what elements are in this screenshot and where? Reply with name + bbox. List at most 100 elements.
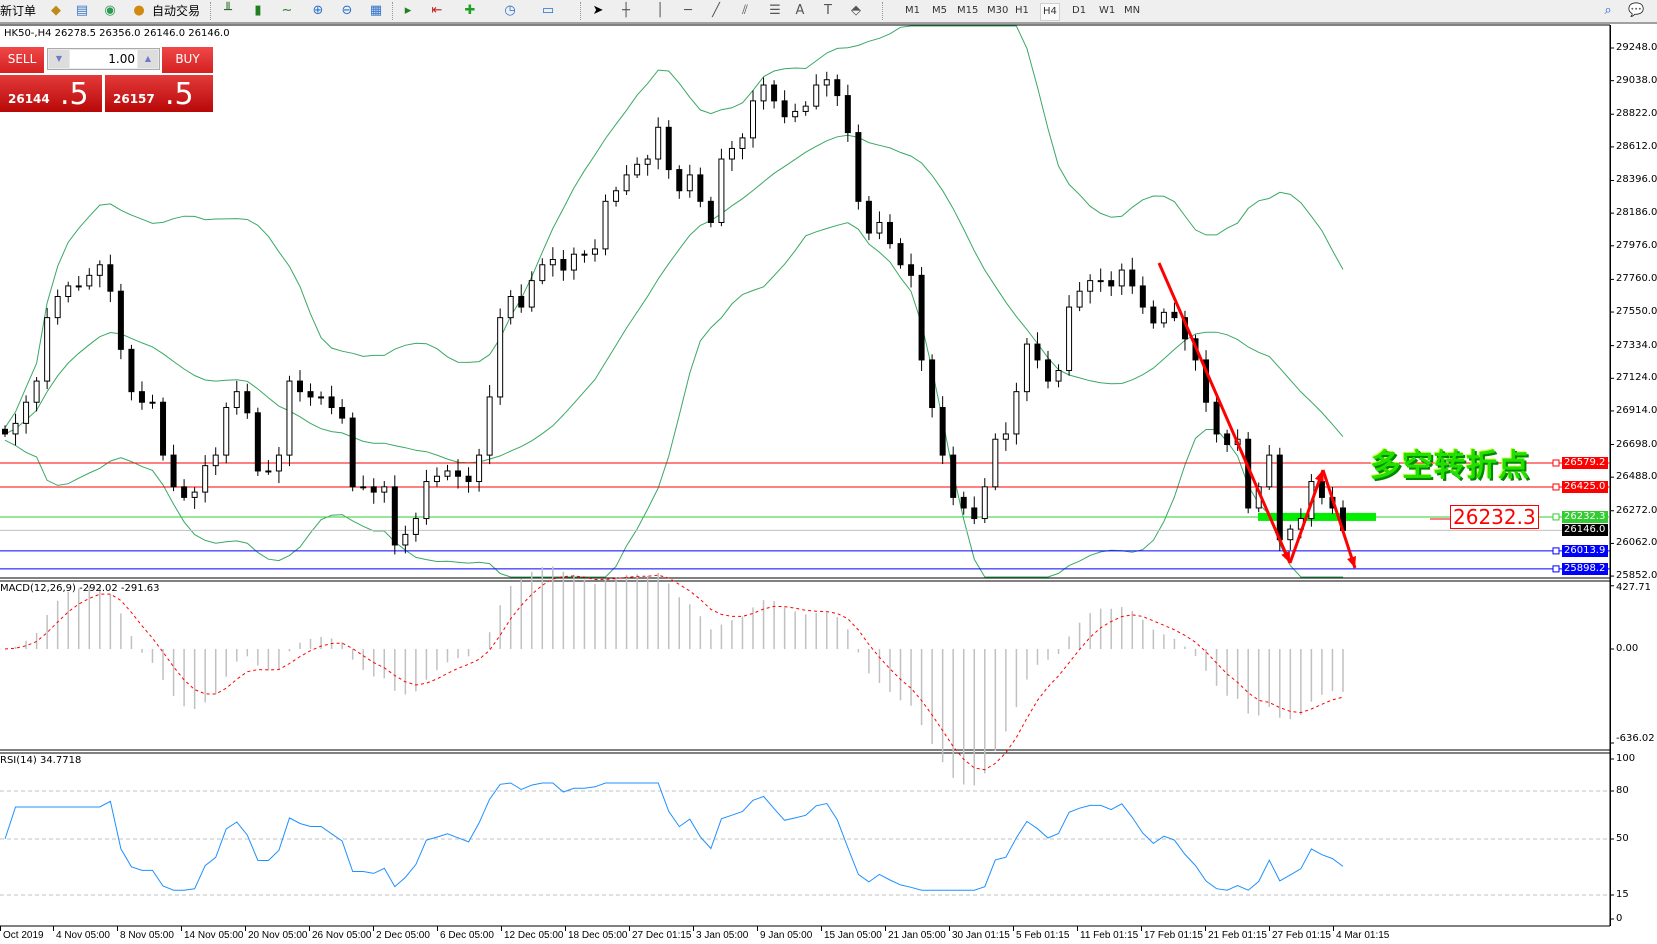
templates-icon[interactable]: ▭	[541, 3, 555, 18]
zoom-out-icon[interactable]: ⊖	[341, 3, 353, 18]
bearish-candle	[1203, 359, 1210, 403]
bearish-candle	[1150, 306, 1157, 324]
line-chart-icon[interactable]: ∼	[281, 3, 293, 18]
rsi-line	[4, 782, 1344, 891]
new-order-button[interactable]: 新订单	[0, 4, 37, 18]
cursor-icon[interactable]: ➤	[592, 3, 604, 18]
bearish-candle	[697, 174, 704, 202]
bullish-candle	[813, 84, 820, 107]
bearish-candle	[1034, 343, 1041, 361]
bullish-candle	[1066, 306, 1073, 372]
lot-size-stepper[interactable]: ▼ ▲	[47, 48, 160, 70]
sell-price-button[interactable]: 26144 .5	[0, 75, 102, 112]
vertical-line-icon[interactable]: │	[656, 3, 664, 18]
bearish-candle	[1045, 359, 1052, 382]
bullish-candle	[202, 465, 209, 493]
buy-price-main: 26157	[113, 92, 155, 106]
rsi-label: RSI(14) 34.7718	[0, 755, 82, 766]
auto-trading-button[interactable]: 自动交易	[152, 4, 201, 18]
lot-size-input[interactable]	[70, 50, 137, 68]
bar-chart-icon[interactable]: ╨	[224, 3, 232, 18]
price-tick-label: 28822.0	[1616, 108, 1657, 120]
time-axis-label: 8 Nov 05:00	[120, 930, 174, 941]
bollinger-middle-band	[4, 134, 1344, 464]
search-icon[interactable]: ⌕	[1604, 3, 1612, 18]
crosshair-icon[interactable]: ┼	[622, 3, 630, 18]
price-tick-label: 25852.0	[1616, 570, 1657, 582]
price-tick-label: 26698.0	[1616, 438, 1657, 450]
bullish-candle	[539, 264, 546, 282]
time-axis-label: 14 Nov 05:00	[184, 930, 244, 941]
bearish-candle	[865, 200, 872, 234]
autoscroll-icon[interactable]: ▸	[404, 3, 412, 18]
sell-price-fraction: .5	[60, 77, 89, 112]
time-tick	[117, 926, 118, 931]
periods-icon[interactable]: ◷	[504, 3, 516, 18]
timeframe-m30[interactable]: M30	[987, 5, 1009, 16]
bearish-candle	[707, 200, 714, 223]
price-level-tag[interactable]: 26232.3	[1450, 505, 1539, 529]
timeframe-d1[interactable]: D1	[1072, 5, 1087, 16]
autotrading-icon[interactable]: ●	[133, 3, 145, 18]
lot-increase-button[interactable]: ▲	[138, 50, 158, 68]
bearish-candle	[960, 496, 967, 509]
text-label-icon[interactable]: T	[824, 3, 832, 18]
timeframe-h1[interactable]: H1	[1015, 5, 1029, 16]
price-tick-label: 28612.0	[1616, 140, 1657, 152]
bullish-candle	[1002, 433, 1009, 440]
timeframe-w1[interactable]: W1	[1099, 5, 1116, 16]
bearish-candle	[834, 79, 841, 97]
bullish-candle	[792, 110, 799, 118]
timeframe-h4[interactable]: H4	[1040, 3, 1060, 21]
bullish-candle	[760, 84, 767, 102]
candlestick-icon[interactable]: ▮	[254, 3, 262, 18]
timeframe-m15[interactable]: M15	[957, 5, 979, 16]
buy-button[interactable]: BUY	[162, 47, 213, 74]
time-tick	[565, 926, 566, 931]
time-axis-label: 15 Jan 05:00	[824, 930, 882, 941]
bearish-candle	[370, 486, 377, 493]
time-axis-label: 21 Jan 05:00	[888, 930, 946, 941]
signals-icon[interactable]: ◉	[104, 3, 116, 18]
chat-icon[interactable]: 💬	[1628, 3, 1645, 18]
time-axis-label: 18 Dec 05:00	[568, 930, 628, 941]
shapes-icon[interactable]: ⬘	[851, 3, 861, 18]
timeframe-mn[interactable]: MN	[1124, 5, 1141, 16]
lot-decrease-button[interactable]: ▼	[49, 50, 69, 68]
bullish-candle	[191, 491, 198, 498]
macd-tick-label: -636.02	[1616, 733, 1655, 744]
horizontal-line-icon[interactable]: ─	[684, 3, 692, 18]
bearish-candle	[160, 401, 167, 456]
zoom-in-icon[interactable]: ⊕	[312, 3, 324, 18]
trendline-icon[interactable]: ╱	[712, 3, 720, 18]
bullish-candle	[634, 163, 641, 176]
price-level-label: 26579.2	[1562, 456, 1608, 469]
orders-icon[interactable]: ◆	[51, 3, 61, 18]
sell-button[interactable]: SELL	[0, 47, 44, 74]
history-icon[interactable]: ▤	[75, 3, 89, 18]
bullish-candle	[1160, 311, 1167, 324]
trend-arrow	[1288, 469, 1325, 564]
rsi-tick-label: 100	[1616, 753, 1636, 764]
indicators-icon[interactable]: ✚	[464, 3, 476, 18]
reversal-point-annotation[interactable]: 多空转折点	[1370, 448, 1530, 484]
fibonacci-icon[interactable]: ☰	[769, 3, 781, 18]
time-axis-label: 20 Nov 05:00	[248, 930, 308, 941]
channel-icon[interactable]: ⫽	[742, 3, 748, 18]
rsi-tick-label: 80	[1616, 785, 1629, 796]
toolbar-separator	[392, 2, 395, 20]
bearish-candle	[886, 221, 893, 245]
buy-price-button[interactable]: 26157 .5	[105, 75, 213, 112]
timeframe-m5[interactable]: M5	[932, 5, 947, 16]
tile-windows-icon[interactable]: ▦	[369, 3, 383, 18]
bullish-candle	[739, 137, 746, 149]
bullish-candle	[12, 422, 19, 435]
bearish-candle	[918, 274, 925, 361]
toolbar-separator	[882, 2, 885, 20]
text-icon[interactable]: A	[795, 3, 805, 18]
chart-shift-icon[interactable]: ⇤	[431, 3, 443, 18]
bullish-candle	[318, 396, 325, 399]
timeframe-m1[interactable]: M1	[905, 5, 920, 16]
bearish-candle	[560, 258, 567, 271]
